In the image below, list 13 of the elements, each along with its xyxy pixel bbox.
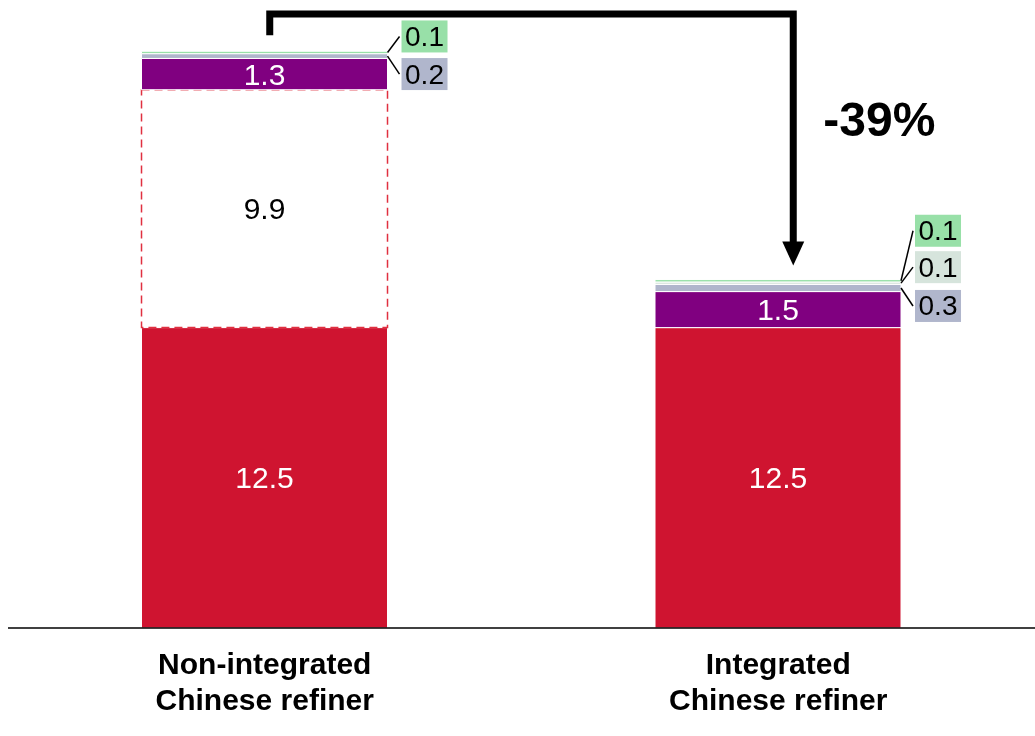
data-label: 1.3: [243, 57, 286, 91]
data-label: 0.3: [918, 290, 958, 322]
data-label: 12.5: [235, 461, 294, 495]
x-tick-label: Integrated Chinese refiner: [669, 647, 888, 716]
data-label: 0.1: [405, 20, 444, 52]
data-label: 0.1: [918, 215, 958, 247]
data-label: 12.5: [748, 461, 808, 495]
annotation: -39%: [823, 93, 936, 147]
x-tick-label: Non-integrated Chinese refiner: [155, 647, 375, 716]
data-label: 0.1: [918, 251, 958, 283]
data-label: 0.2: [405, 58, 444, 90]
data-label: 9.9: [243, 192, 286, 226]
data-label: 1.5: [757, 293, 799, 327]
